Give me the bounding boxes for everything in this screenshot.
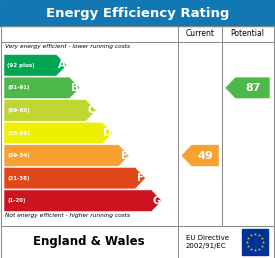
Polygon shape [4,190,162,212]
Bar [0,0,275,26]
Polygon shape [4,54,67,76]
Polygon shape [181,145,219,166]
Text: EU Directive: EU Directive [186,235,229,241]
Polygon shape [225,77,270,99]
Polygon shape [4,167,145,189]
Polygon shape [4,122,113,144]
Text: (21-38): (21-38) [7,176,29,181]
Text: (39-54): (39-54) [7,153,30,158]
Bar [1,226,274,258]
Text: 87: 87 [245,83,260,93]
Text: D: D [103,128,112,138]
Text: (55-68): (55-68) [7,131,30,135]
Bar [242,229,268,255]
Text: England & Wales: England & Wales [33,236,145,248]
Polygon shape [4,77,80,99]
Polygon shape [4,145,129,166]
Text: C: C [88,106,95,115]
Text: (81-91): (81-91) [7,85,29,90]
Text: F: F [137,173,144,183]
Text: E: E [121,151,128,160]
Text: B: B [71,83,79,93]
Polygon shape [4,100,96,121]
Text: (92 plus): (92 plus) [7,63,35,68]
Text: Energy Efficiency Rating: Energy Efficiency Rating [46,6,229,20]
Text: G: G [152,196,161,206]
Text: Very energy efficient - lower running costs: Very energy efficient - lower running co… [5,44,130,49]
Text: 49: 49 [197,151,213,160]
Text: 2002/91/EC: 2002/91/EC [186,243,227,249]
Text: (69-80): (69-80) [7,108,30,113]
Text: Current: Current [186,29,214,38]
Text: A: A [58,60,66,70]
Bar [1,26,274,226]
Text: Not energy efficient - higher running costs: Not energy efficient - higher running co… [5,213,130,218]
Text: (1-20): (1-20) [7,198,26,203]
Text: Potential: Potential [230,29,265,38]
